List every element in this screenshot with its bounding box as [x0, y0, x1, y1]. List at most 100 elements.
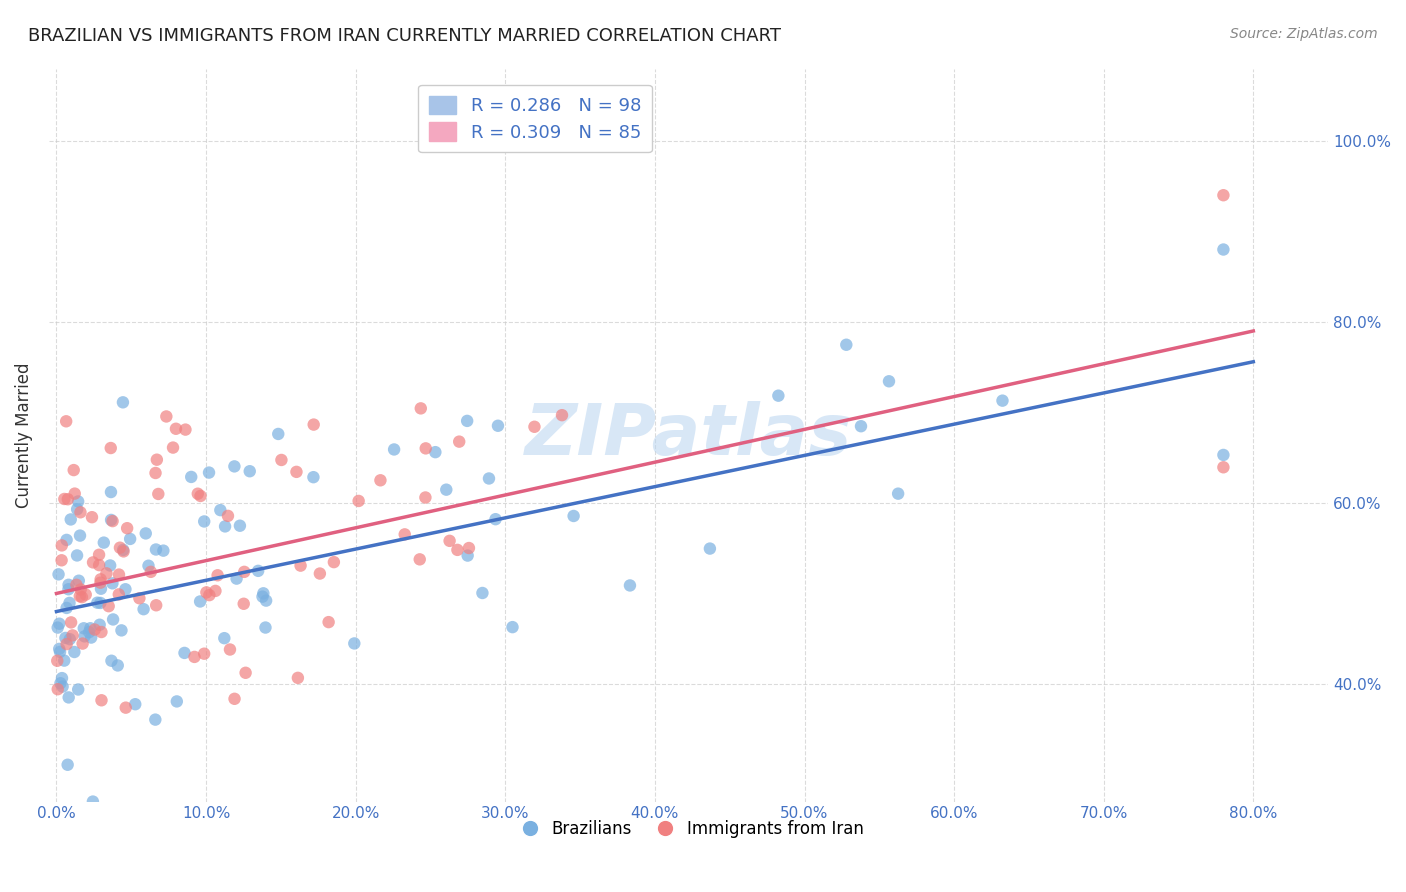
- Point: [89, 575, 111, 590]
- Point: [72, 636, 94, 650]
- Point: [89, 617, 111, 632]
- Point: [69, 505, 91, 519]
- Point: [322, 555, 344, 569]
- Point: [768, 389, 790, 403]
- Point: [302, 470, 325, 484]
- Point: [991, 393, 1014, 408]
- Point: [209, 503, 232, 517]
- Point: [55, 414, 77, 428]
- Point: [287, 671, 309, 685]
- Point: [318, 615, 340, 629]
- Y-axis label: Currently Married: Currently Married: [15, 362, 32, 508]
- Point: [1212, 460, 1234, 475]
- Point: [59, 632, 82, 647]
- Point: [98, 558, 121, 573]
- Point: [166, 694, 188, 708]
- Point: [55, 533, 77, 547]
- Point: [877, 374, 900, 388]
- Point: [434, 483, 457, 497]
- Point: [285, 465, 308, 479]
- Point: [1212, 243, 1234, 257]
- Point: [58, 596, 80, 610]
- Point: [394, 527, 416, 541]
- Point: [89, 558, 111, 573]
- Point: [188, 594, 211, 608]
- Point: [93, 535, 115, 549]
- Point: [100, 441, 122, 455]
- Point: [66, 549, 89, 563]
- Point: [152, 543, 174, 558]
- Point: [82, 795, 104, 809]
- Text: ZIPatlas: ZIPatlas: [524, 401, 852, 469]
- Point: [562, 508, 585, 523]
- Point: [56, 757, 79, 772]
- Point: [70, 590, 93, 604]
- Point: [46, 654, 69, 668]
- Point: [58, 690, 80, 705]
- Point: [523, 419, 546, 434]
- Point: [835, 337, 858, 351]
- Point: [254, 621, 277, 635]
- Point: [187, 486, 209, 500]
- Point: [484, 512, 506, 526]
- Point: [114, 582, 136, 597]
- Point: [849, 419, 872, 434]
- Point: [62, 463, 84, 477]
- Point: [195, 585, 218, 599]
- Point: [302, 417, 325, 432]
- Point: [252, 590, 274, 604]
- Point: [155, 409, 177, 424]
- Point: [79, 621, 101, 635]
- Point: [382, 442, 405, 457]
- Point: [132, 602, 155, 616]
- Point: [55, 631, 77, 645]
- Point: [63, 645, 86, 659]
- Point: [138, 558, 160, 573]
- Point: [120, 532, 142, 546]
- Point: [198, 588, 221, 602]
- Point: [619, 578, 641, 592]
- Point: [114, 700, 136, 714]
- Point: [128, 591, 150, 606]
- Point: [73, 621, 96, 635]
- Point: [96, 566, 118, 581]
- Point: [183, 649, 205, 664]
- Point: [58, 582, 80, 597]
- Point: [425, 445, 447, 459]
- Point: [55, 601, 77, 615]
- Point: [83, 623, 105, 637]
- Point: [232, 597, 254, 611]
- Point: [143, 713, 166, 727]
- Point: [456, 414, 478, 428]
- Point: [214, 519, 236, 533]
- Point: [247, 564, 270, 578]
- Point: [148, 487, 170, 501]
- Point: [146, 452, 169, 467]
- Point: [48, 616, 70, 631]
- Point: [229, 518, 252, 533]
- Point: [59, 512, 82, 526]
- Point: [486, 418, 509, 433]
- Point: [439, 533, 461, 548]
- Point: [207, 568, 229, 582]
- Point: [193, 647, 215, 661]
- Point: [53, 491, 76, 506]
- Point: [217, 508, 239, 523]
- Point: [370, 473, 392, 487]
- Point: [165, 422, 187, 436]
- Point: [1212, 188, 1234, 202]
- Point: [162, 441, 184, 455]
- Point: [180, 470, 202, 484]
- Point: [239, 464, 262, 478]
- Point: [111, 395, 134, 409]
- Point: [49, 676, 72, 690]
- Point: [100, 513, 122, 527]
- Point: [204, 583, 226, 598]
- Point: [112, 544, 135, 558]
- Point: [66, 502, 89, 516]
- Point: [145, 466, 167, 480]
- Point: [67, 574, 90, 588]
- Point: [233, 565, 256, 579]
- Point: [235, 665, 257, 680]
- Point: [51, 538, 73, 552]
